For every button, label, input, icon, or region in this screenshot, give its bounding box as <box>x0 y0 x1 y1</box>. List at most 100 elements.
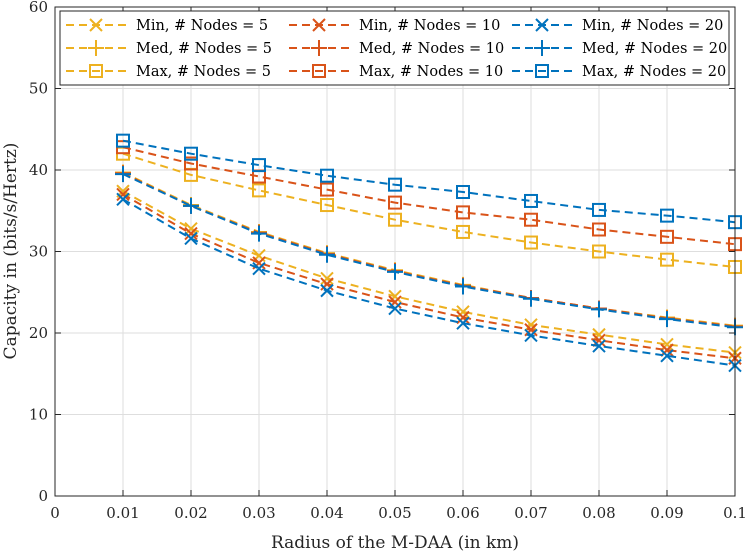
point-square-marker <box>524 193 538 208</box>
point-x-marker <box>660 349 674 363</box>
x-axis-label: Radius of the M-DAA (in km) <box>271 533 519 553</box>
point-square-marker <box>660 252 674 267</box>
point-x-marker <box>592 327 606 342</box>
point-x-marker <box>456 305 470 319</box>
y-tick-label: 60 <box>29 0 48 16</box>
point-plus-marker <box>387 263 403 280</box>
legend-label: Min, # Nodes = 20 <box>582 18 723 34</box>
x-tick-label: 0.1 <box>723 504 747 522</box>
x-tick-label: 0.03 <box>242 504 275 522</box>
point-x-marker <box>312 18 326 32</box>
x-tick-label: 0 <box>50 504 60 522</box>
y-tick-label: 20 <box>29 324 48 342</box>
x-tick-label: 0.04 <box>310 504 343 522</box>
y-tick-label: 50 <box>29 80 48 98</box>
series-path <box>122 152 736 268</box>
y-tick-label: 30 <box>29 243 48 261</box>
point-square-marker <box>535 64 549 78</box>
x-tick-label: 0.09 <box>650 504 683 522</box>
y-tick-label: 40 <box>29 161 48 179</box>
y-tick-label: 10 <box>29 406 48 424</box>
legend-label: Min, # Nodes = 5 <box>136 18 268 34</box>
y-axis-label: Capacity in (bits/s/Hertz) <box>1 143 21 360</box>
series-line <box>115 166 743 336</box>
point-x-marker <box>592 333 606 348</box>
point-plus-marker <box>183 197 199 214</box>
point-x-marker <box>524 328 538 343</box>
legend-entry: Max, # Nodes = 10 <box>289 64 503 80</box>
point-square-marker <box>89 64 103 78</box>
series-line <box>116 192 742 373</box>
point-x-marker <box>184 231 198 246</box>
point-square-marker <box>456 205 470 220</box>
point-plus-marker <box>659 311 675 328</box>
series-path <box>122 198 736 367</box>
point-x-marker <box>535 18 549 32</box>
legend-label: Med, # Nodes = 10 <box>359 41 504 57</box>
point-square-marker <box>592 222 606 237</box>
legend-label: Max, # Nodes = 5 <box>136 64 271 80</box>
point-x-marker <box>388 301 402 316</box>
series-line <box>116 133 742 230</box>
legend-box <box>59 10 730 86</box>
legend-label: Max, # Nodes = 20 <box>582 64 726 80</box>
point-x-marker <box>252 261 266 276</box>
series-path <box>122 190 736 354</box>
legend-entry: Med, # Nodes = 10 <box>289 40 504 57</box>
point-square-marker <box>320 198 334 213</box>
legend: Min, # Nodes = 5 Med, # Nodes = 5 Max, # N… <box>59 10 730 86</box>
point-x-marker <box>592 339 606 353</box>
point-square-marker <box>320 182 334 197</box>
grid <box>55 7 735 496</box>
point-square-marker <box>320 168 334 183</box>
point-square-marker <box>660 229 674 244</box>
point-square-marker <box>184 146 198 161</box>
legend-label: Med, # Nodes = 5 <box>136 41 272 57</box>
x-tick-label: 0.07 <box>514 504 547 522</box>
point-square-marker <box>252 183 266 198</box>
point-plus-marker <box>115 166 131 183</box>
point-plus-marker <box>534 40 550 56</box>
point-square-marker <box>252 158 266 173</box>
series-path <box>122 146 736 246</box>
x-tick-label: 0.05 <box>378 504 411 522</box>
point-square-marker <box>184 156 198 171</box>
point-square-marker <box>524 212 538 227</box>
point-square-marker <box>592 202 606 217</box>
point-square-marker <box>388 195 402 210</box>
point-plus-marker <box>591 301 607 318</box>
point-square-marker <box>456 224 470 239</box>
point-plus-marker <box>455 278 471 295</box>
point-square-marker <box>456 185 470 200</box>
legend-entry: Max, # Nodes = 20 <box>512 64 726 80</box>
point-plus-marker <box>251 225 267 242</box>
legend-entry: Min, # Nodes = 10 <box>289 18 500 34</box>
point-square-marker <box>116 133 130 148</box>
x-tick-label: 0.06 <box>446 504 479 522</box>
point-x-marker <box>184 221 198 236</box>
legend-entry: Min, # Nodes = 20 <box>512 18 723 34</box>
point-square-marker <box>660 208 674 223</box>
x-tick-label: 0.01 <box>106 504 139 522</box>
ticks: 0 0.01 0.02 0.03 0.04 0.05 0.06 0.07 0.08 0.09 0.1… <box>29 0 747 522</box>
point-square-marker <box>388 177 402 192</box>
point-x-marker <box>320 271 334 286</box>
legend-entry: Max, # Nodes = 5 <box>66 64 271 80</box>
point-x-marker <box>184 226 198 241</box>
x-tick-label: 0.08 <box>582 504 615 522</box>
legend-entry: Min, # Nodes = 5 <box>66 18 268 34</box>
y-tick-label: 0 <box>38 487 48 505</box>
point-x-marker <box>320 277 334 291</box>
x-tick-label: 0.02 <box>174 504 207 522</box>
legend-entry: Med, # Nodes = 5 <box>66 40 272 57</box>
legend-entry: Med, # Nodes = 20 <box>512 40 727 57</box>
series-path <box>122 193 736 360</box>
point-x-marker <box>320 283 334 298</box>
point-plus-marker <box>523 290 539 307</box>
point-x-marker <box>456 316 470 330</box>
point-x-marker <box>524 318 538 332</box>
legend-label: Min, # Nodes = 10 <box>359 18 500 34</box>
point-square-marker <box>592 244 606 259</box>
point-square-marker <box>524 235 538 250</box>
point-plus-marker <box>88 40 104 56</box>
